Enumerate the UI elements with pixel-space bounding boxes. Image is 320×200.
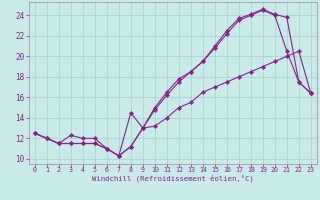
X-axis label: Windchill (Refroidissement éolien,°C): Windchill (Refroidissement éolien,°C)	[92, 175, 254, 182]
